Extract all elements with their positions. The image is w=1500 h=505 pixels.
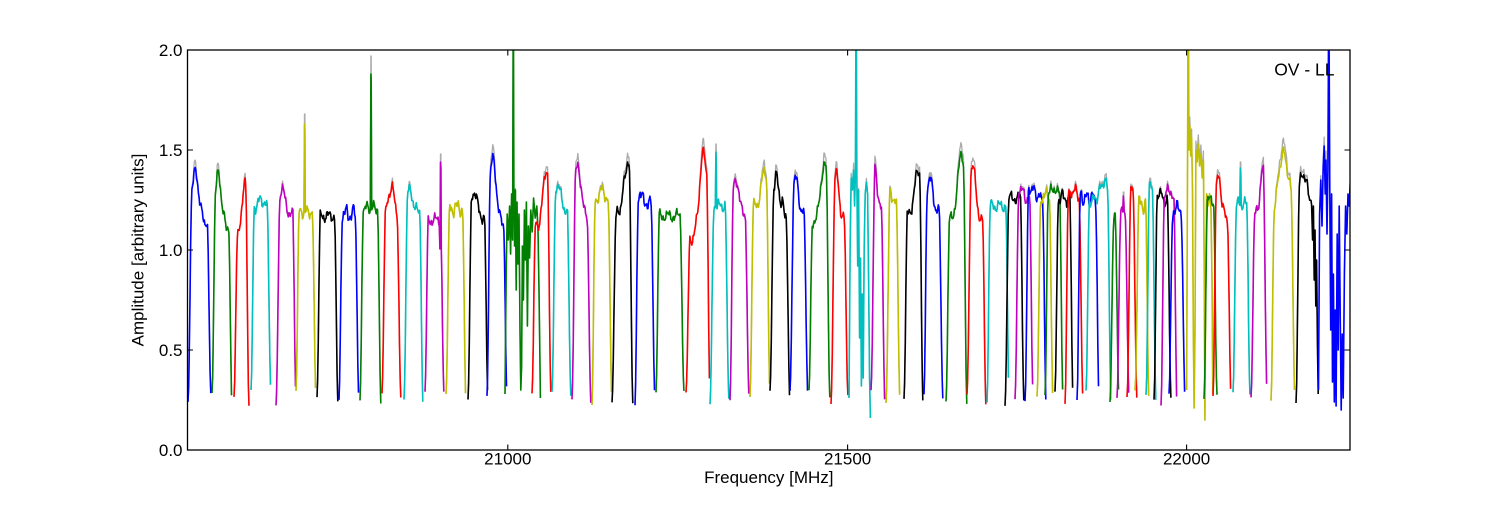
svg-text:OV - LL: OV - LL — [1274, 60, 1335, 80]
svg-text:0.0: 0.0 — [159, 441, 183, 460]
svg-text:2.0: 2.0 — [159, 41, 183, 60]
svg-text:Frequency [MHz]: Frequency [MHz] — [704, 468, 833, 487]
svg-text:1.5: 1.5 — [159, 141, 183, 160]
svg-text:22000: 22000 — [1163, 450, 1210, 469]
svg-text:0.5: 0.5 — [159, 341, 183, 360]
svg-text:1.0: 1.0 — [159, 241, 183, 260]
svg-text:21000: 21000 — [484, 450, 531, 469]
svg-text:21500: 21500 — [824, 450, 871, 469]
svg-text:Amplitude [arbitrary units]: Amplitude [arbitrary units] — [129, 154, 148, 347]
